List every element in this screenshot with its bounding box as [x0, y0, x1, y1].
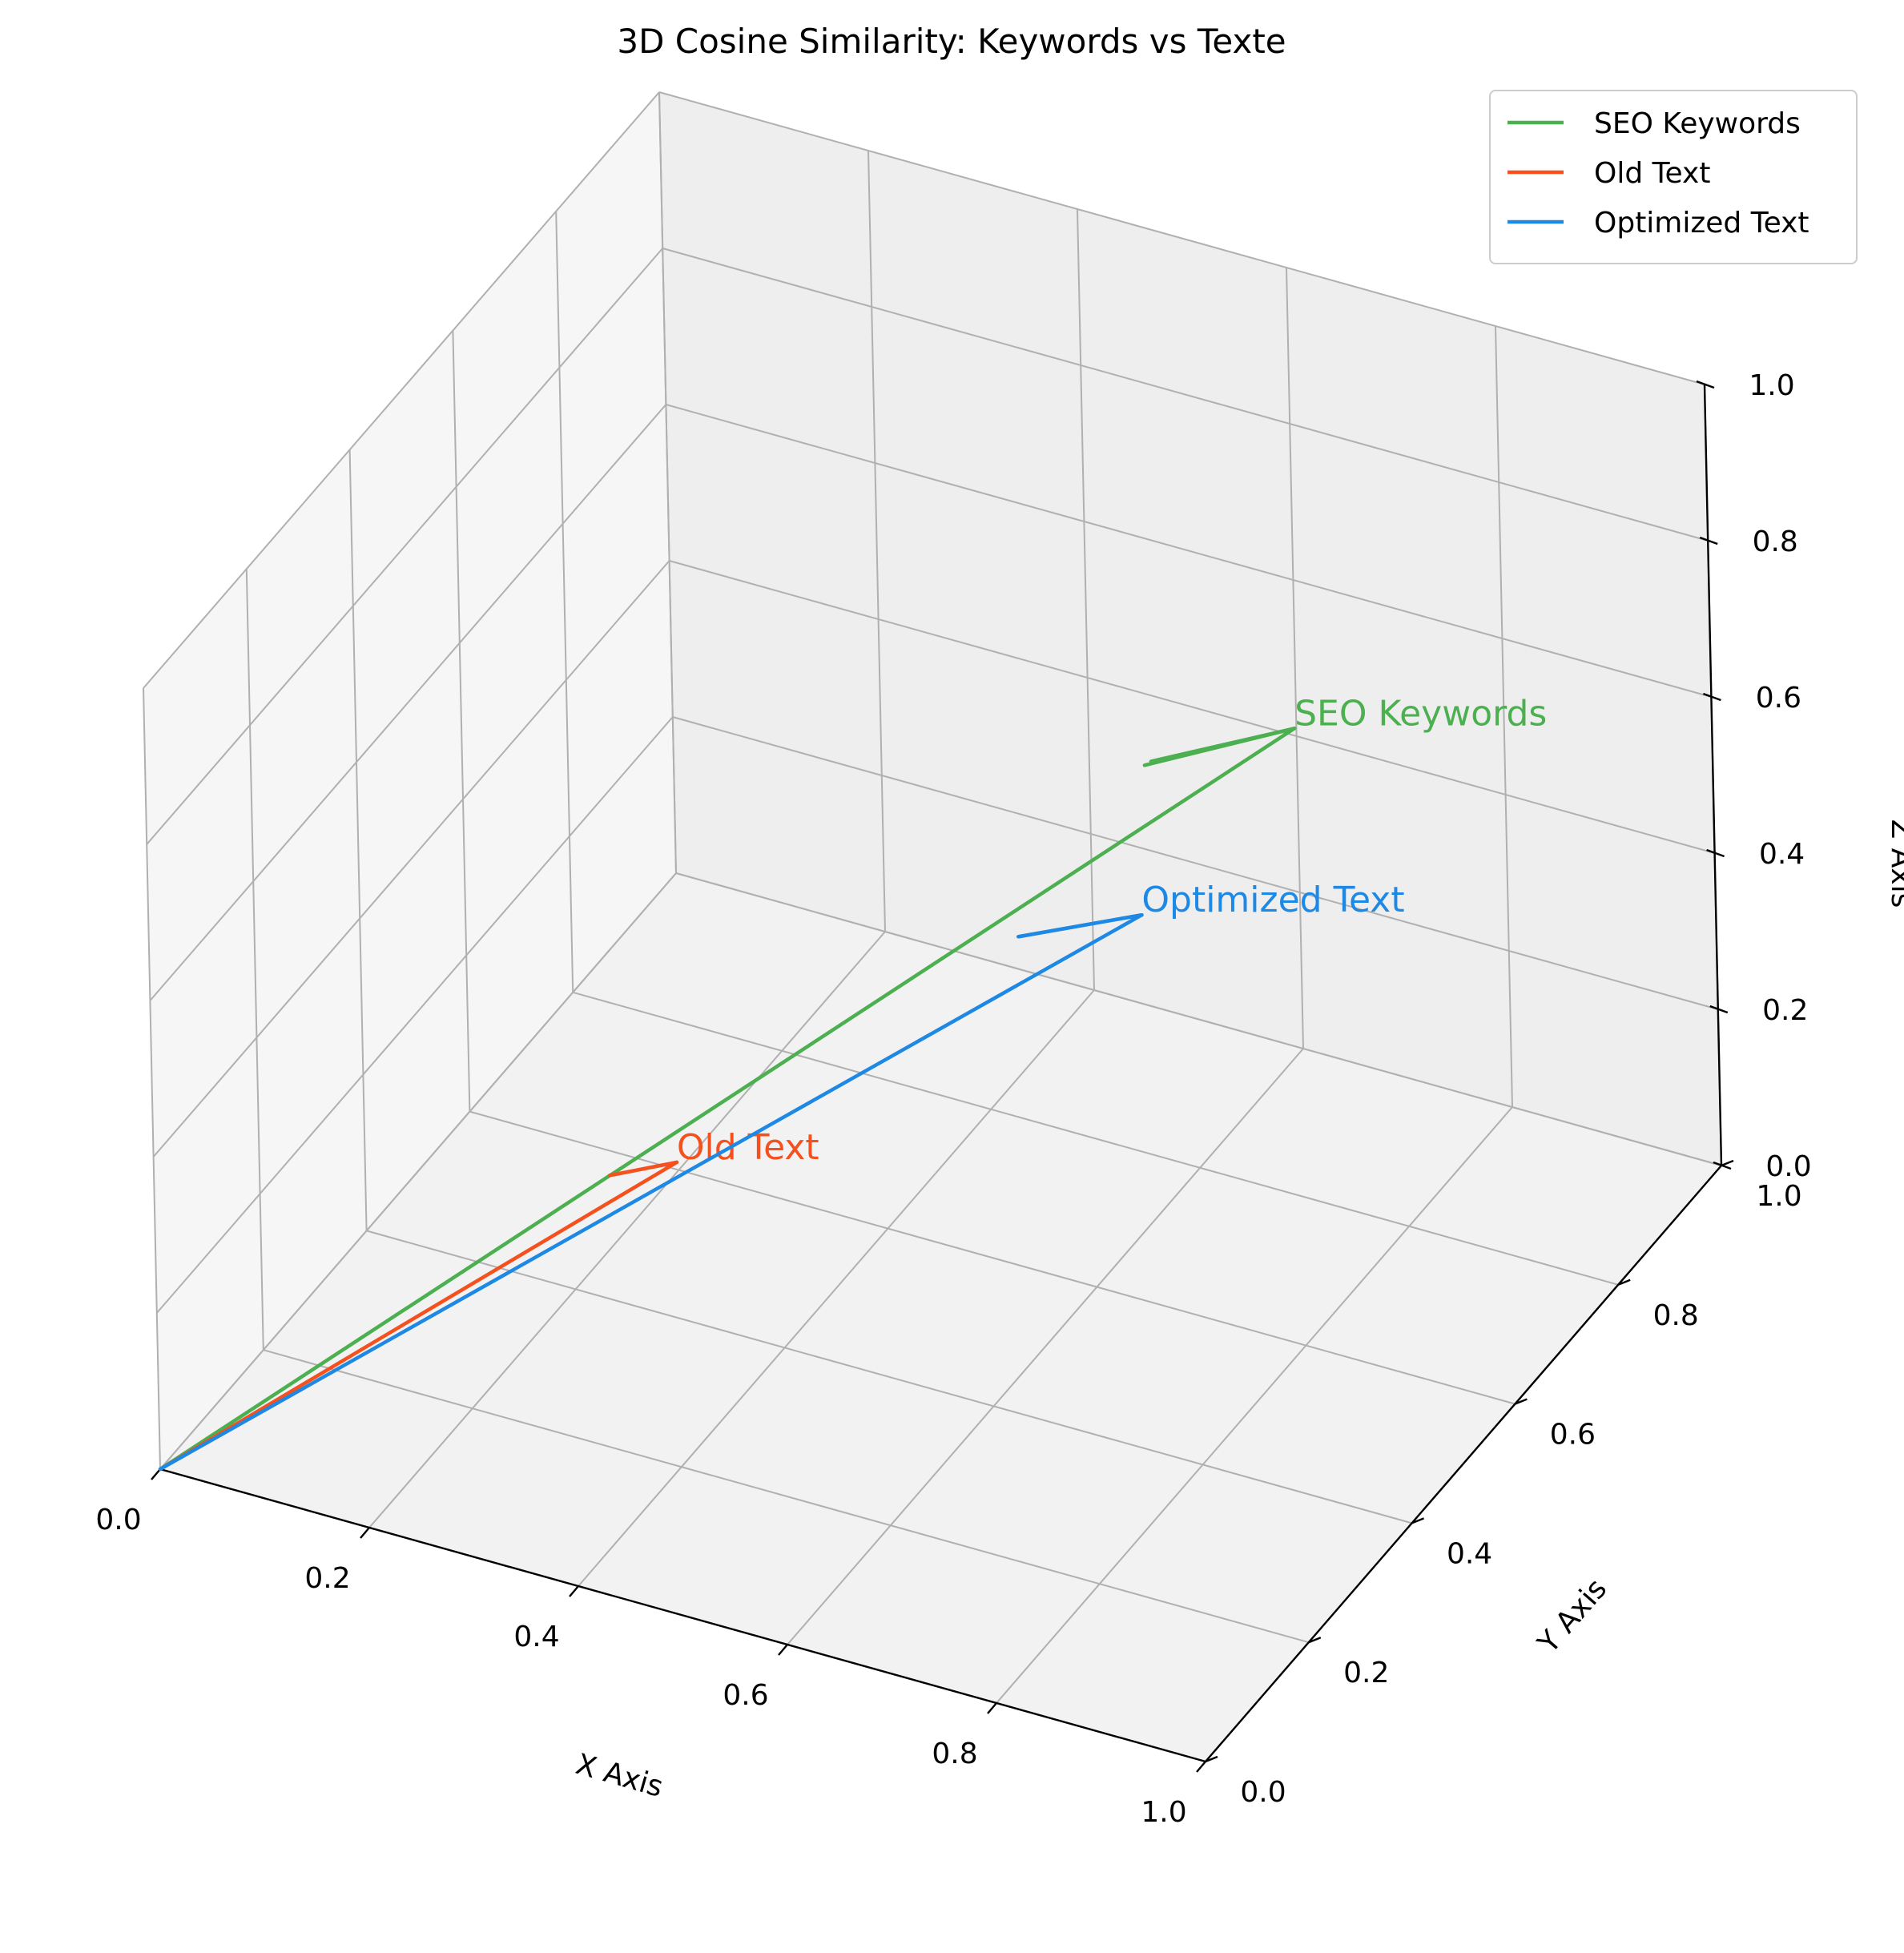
gridline-back-z: [669, 560, 1715, 854]
vector-label: SEO Keywords: [1294, 693, 1547, 734]
gridline-floor-y: [366, 1230, 1412, 1524]
gridline-back-z: [662, 248, 1709, 542]
gridline-left-z: [159, 872, 677, 1470]
x-tick-label: 0.8: [932, 1738, 977, 1770]
z-tick: [1706, 848, 1725, 858]
x-tick-label: 0.2: [304, 1562, 350, 1595]
vector-line: [158, 727, 1297, 1472]
x-tick-label: 0.0: [95, 1504, 141, 1536]
z-tick: [1699, 536, 1718, 546]
z-tick-label: 1.0: [1749, 369, 1794, 402]
gridline-left-z: [143, 91, 660, 689]
vector-arrowhead: [1142, 727, 1297, 767]
gridline-floor-y: [572, 991, 1619, 1286]
vector-line: [158, 1160, 679, 1472]
vector-arrowhead: [611, 1160, 679, 1177]
z-tick-label: 0.8: [1753, 525, 1798, 558]
gridline-left-z: [146, 248, 663, 845]
gridline-floor-x: [368, 931, 886, 1528]
z-tick: [1702, 692, 1721, 702]
gridline-left-y: [348, 449, 368, 1231]
y-tick-label: 0.0: [1240, 1776, 1286, 1809]
pane-left: [143, 92, 676, 1469]
y-tick-label: 0.8: [1653, 1299, 1699, 1332]
chart-title: 3D Cosine Similarity: Keywords vs Texte: [617, 22, 1286, 61]
y-axis-label: Y Axis: [1532, 1572, 1614, 1660]
gridline-back-x: [1495, 325, 1513, 1108]
y-axis-line: [1205, 1165, 1722, 1762]
x-axis-label: X Axis: [572, 1748, 666, 1804]
vector-line: [158, 912, 1144, 1472]
pane-floor: [160, 873, 1721, 1762]
x-tick: [987, 1702, 997, 1714]
gridline-left-y: [658, 91, 677, 874]
x-tick: [360, 1527, 370, 1539]
gridline-back-z: [672, 716, 1719, 1010]
gridline-floor-y: [675, 872, 1722, 1166]
x-tick-label: 0.4: [513, 1621, 559, 1653]
y-tick: [1308, 1637, 1322, 1644]
gridline-floor-y: [263, 1349, 1310, 1644]
y-tick: [1411, 1517, 1425, 1524]
axis-panes: [143, 92, 1721, 1762]
legend-entry: Optimized Text: [1594, 207, 1809, 240]
y-tick-label: 0.2: [1343, 1657, 1389, 1689]
x-tick-label: 1.0: [1141, 1796, 1186, 1829]
gridline-floor-x: [787, 1048, 1304, 1645]
x-tick: [151, 1468, 161, 1480]
legend-entry: SEO Keywords: [1594, 107, 1801, 140]
z-tick-label: 0.4: [1759, 838, 1805, 871]
vectors: SEO Keywords Old Text Optimized Text: [158, 693, 1547, 1472]
gridline-left-z: [149, 404, 667, 1001]
y-tick: [1617, 1279, 1631, 1286]
z-tick-label: 0.2: [1762, 994, 1808, 1027]
grid-lines: [143, 91, 1722, 1762]
z-tick: [1709, 1005, 1729, 1014]
z-tick: [1696, 380, 1715, 389]
pane-back: [659, 92, 1721, 1166]
gridline-left-y: [245, 569, 264, 1351]
gridline-back-z: [666, 404, 1712, 698]
gridline-back-z: [658, 91, 1705, 385]
x-axis-line: [159, 1468, 1206, 1763]
vector-arrowhead: [1017, 912, 1144, 939]
y-tick: [1205, 1755, 1218, 1763]
vector-label: Old Text: [677, 1127, 819, 1168]
gridline-left-y: [555, 211, 574, 993]
x-tick: [778, 1644, 788, 1656]
gridline-floor-y: [469, 1110, 1516, 1405]
legend: SEO Keywords Old Text Optimized Text: [1489, 90, 1858, 264]
gridline-floor-x: [578, 989, 1095, 1587]
gridline-left-y: [143, 687, 161, 1470]
z-tick-label: 0.6: [1756, 682, 1801, 715]
y-tick: [1721, 1159, 1734, 1167]
vector-label: Optimized Text: [1141, 880, 1404, 920]
gridline-left-y: [452, 330, 471, 1112]
y-tick-label: 1.0: [1756, 1180, 1801, 1213]
x-tick: [1196, 1761, 1206, 1773]
legend-entry: Old Text: [1594, 157, 1710, 190]
gridline-left-z: [152, 560, 670, 1158]
y-tick: [1514, 1398, 1528, 1405]
legend-box: [1489, 90, 1858, 264]
gridline-left-z: [156, 716, 674, 1314]
x-tick-label: 0.6: [723, 1679, 768, 1712]
y-tick-label: 0.4: [1447, 1537, 1492, 1570]
gridline-floor-x: [996, 1106, 1513, 1704]
z-axis-line: [1703, 384, 1723, 1166]
z-axis-label: Z Axis: [1885, 819, 1904, 908]
y-tick-label: 0.6: [1550, 1419, 1596, 1452]
gridline-back-x: [1286, 267, 1304, 1049]
gridline-back-x: [867, 150, 886, 932]
x-tick: [569, 1585, 579, 1597]
z-tick-label: 0.0: [1765, 1150, 1811, 1183]
